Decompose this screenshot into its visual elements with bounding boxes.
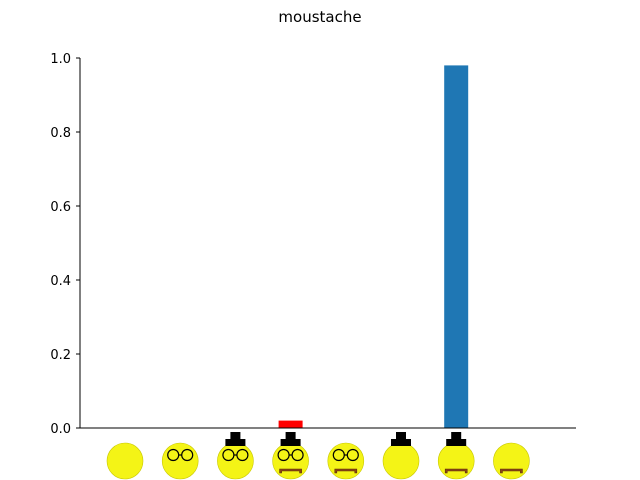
moustache-icon	[444, 468, 468, 474]
hat-brim	[446, 439, 467, 446]
face-circle	[382, 442, 420, 480]
face-icon	[382, 432, 420, 480]
face-icon	[493, 442, 530, 480]
moustache-icon	[500, 468, 523, 474]
hat-brim	[280, 439, 301, 446]
face-circle	[106, 442, 144, 480]
face-circle	[272, 442, 309, 480]
y-tick-label: 1.0	[50, 52, 71, 67]
hat-crown	[230, 432, 241, 439]
face-circle	[493, 442, 530, 480]
y-tick-label: 0.0	[50, 422, 71, 437]
hat-crown	[396, 432, 406, 439]
face-icon	[106, 442, 144, 480]
category-faces	[106, 432, 530, 480]
bars	[278, 65, 469, 429]
y-axis: 0.0 0.2 0.4 0.6 0.8 1.0	[50, 52, 80, 437]
face-icon	[161, 442, 199, 480]
face-icon	[272, 432, 309, 480]
moustache-icon	[334, 468, 358, 474]
face-circle	[217, 442, 254, 480]
y-tick-label: 0.2	[50, 348, 71, 363]
y-tick-label: 0.4	[50, 274, 71, 289]
hat-crown	[285, 432, 296, 439]
hat-brim	[225, 439, 246, 446]
hat-crown	[451, 432, 462, 439]
face-icon	[327, 442, 365, 480]
bar	[444, 65, 469, 429]
moustache-icon	[279, 468, 302, 474]
face-icon	[217, 432, 254, 480]
face-circle	[327, 442, 365, 480]
y-tick-label: 0.8	[50, 126, 71, 141]
chart-title: moustache	[278, 8, 361, 26]
y-tick-label: 0.6	[50, 200, 71, 215]
face-icon	[437, 432, 475, 480]
face-circle	[161, 442, 199, 480]
hat-brim	[391, 439, 411, 446]
bar	[278, 420, 303, 428]
face-circle	[437, 442, 475, 480]
